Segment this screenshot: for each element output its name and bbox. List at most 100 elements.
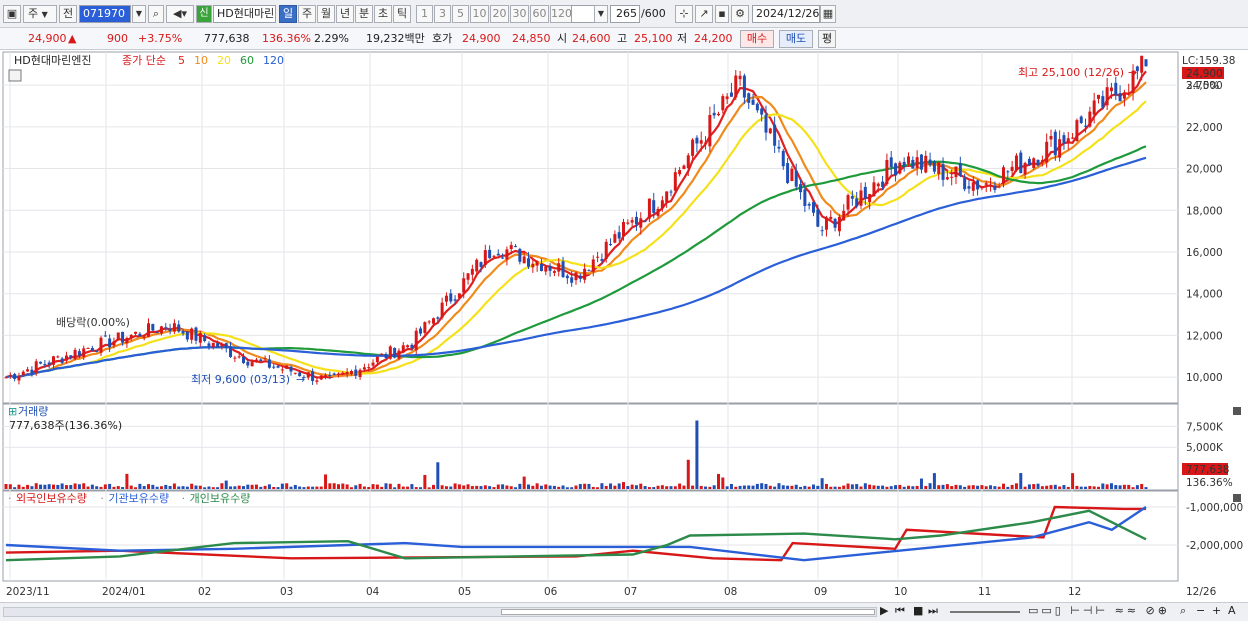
stock-title: HD현대마린엔진 (14, 54, 91, 67)
draw-tool-icon[interactable]: ↗ (695, 5, 713, 23)
candle-body (267, 359, 271, 368)
zoom-slider[interactable] (950, 611, 1020, 613)
scroll-first-icon[interactable]: ⏮ (895, 604, 905, 617)
volume-bar (1144, 487, 1148, 489)
chevron-down-icon[interactable]: ▼ (594, 5, 608, 23)
holding-lines (5, 505, 1147, 562)
stock-chart[interactable]: HD현대마린엔진 종가 단순 5 10 20 60 120 최고 25,100 (12/… (0, 50, 1248, 602)
period-tab[interactable]: 분 (355, 5, 373, 23)
count-input[interactable]: 265 (610, 5, 640, 23)
market-select[interactable]: 주 ▼ (23, 5, 57, 23)
volume-bar (263, 485, 267, 489)
crosshair-icon[interactable]: ⊹ (675, 5, 693, 23)
candle-body (963, 178, 967, 190)
interval-tab[interactable]: 10 (470, 5, 489, 23)
save-icon[interactable]: ▪ (715, 5, 729, 23)
search-icon[interactable]: ⌕ (148, 5, 164, 23)
close-panel-icon[interactable] (1233, 494, 1241, 502)
volume-bar (69, 485, 73, 489)
buy-button[interactable]: 매수 (740, 30, 774, 48)
candle-body (837, 216, 841, 232)
volume-bar (211, 487, 215, 489)
volume-bar (652, 487, 656, 489)
candle-body (220, 344, 224, 347)
flat-button[interactable]: 평 (818, 30, 836, 48)
candle-body (803, 189, 807, 206)
candle-body (1053, 131, 1057, 156)
interval-tab[interactable]: 5 (452, 5, 469, 23)
volume-bar (237, 485, 241, 489)
candle-body (99, 337, 103, 353)
interval-tab[interactable]: 60 (530, 5, 549, 23)
interval-tab[interactable]: 30 (510, 5, 529, 23)
volume-bar (894, 485, 898, 489)
scroll-last-icon[interactable]: ⏭ (928, 604, 938, 617)
volume-bar (462, 485, 466, 489)
table-toggle-icon[interactable] (8, 69, 22, 82)
volume-bar (812, 484, 815, 489)
candle-body (77, 351, 81, 356)
volume-bar (837, 486, 841, 489)
scroll-right-icon[interactable]: ▶ (880, 604, 889, 617)
volume-bar (470, 486, 474, 489)
stock-code-input[interactable]: 071970 (79, 5, 131, 23)
window-icon[interactable]: ▣ (3, 5, 21, 23)
interval-tab[interactable]: 1 (416, 5, 433, 23)
holdings-legend-item: 개인보유수량 (190, 492, 251, 505)
zoom-icon[interactable]: ⌕ (1180, 604, 1187, 617)
stock-name-field: HD현대마린 (213, 5, 276, 23)
volume-bar (151, 484, 155, 489)
volume-bar (660, 485, 664, 489)
candle-body (522, 256, 526, 264)
volume-bar (52, 484, 55, 489)
volume-bar (587, 483, 591, 489)
calendar-icon[interactable]: ▦ (820, 5, 836, 23)
date-input[interactable]: 2024/12/26 (752, 5, 820, 23)
ask-label: 호가 (432, 32, 453, 45)
speaker-icon[interactable]: ◀▾ (166, 5, 194, 23)
scrollbar-thumb[interactable] (501, 609, 875, 615)
zoom-out-icon[interactable]: − (1196, 604, 1206, 617)
candle-body (708, 114, 712, 147)
chevron-down-icon[interactable]: ▼ (132, 5, 146, 23)
gear-icon[interactable]: ⚙ (731, 5, 749, 23)
period-tab[interactable]: 월 (317, 5, 335, 23)
interval-tab[interactable]: 120 (550, 5, 572, 23)
candle-body (108, 338, 112, 348)
candle-body (1114, 82, 1118, 96)
period-tab[interactable]: 일 (279, 5, 297, 23)
view-tool-icons[interactable]: ▭▭▯ ⊢⊣⊢ ≈≈ ⊘⊕ (1028, 604, 1170, 617)
sell-button[interactable]: 매도 (779, 30, 813, 48)
horizontal-scrollbar[interactable] (3, 607, 877, 617)
volume-bar (1062, 485, 1066, 489)
period-tab[interactable]: 틱 (393, 5, 411, 23)
zoom-in-icon[interactable]: + (1212, 604, 1222, 617)
candle-body (311, 371, 315, 382)
change-percent: +3.75% (138, 32, 183, 45)
candle-body (492, 255, 496, 257)
x-axis-last-label: 12/26 (1186, 586, 1217, 598)
candle-body (116, 332, 120, 340)
volume-bar (34, 483, 38, 489)
candle-body (760, 108, 764, 115)
high-label: 고 (617, 32, 628, 45)
interval-tab[interactable]: 20 (490, 5, 509, 23)
period-tab[interactable]: 초 (374, 5, 392, 23)
volume-bar (380, 486, 384, 489)
candlesticks (4, 55, 1148, 385)
candle-body (850, 196, 854, 199)
candle-body (21, 371, 25, 376)
candle-body (457, 293, 461, 298)
stop-icon[interactable]: ■ (913, 604, 924, 617)
volume-bar (634, 485, 638, 489)
volume-bar (1109, 483, 1113, 489)
font-size-icon[interactable]: A (1228, 604, 1236, 617)
close-panel-icon[interactable] (1233, 407, 1241, 415)
prev-button[interactable]: 전 (59, 5, 77, 23)
volume-value: 777,638 (204, 32, 250, 45)
period-tab[interactable]: 주 (298, 5, 316, 23)
period-tab[interactable]: 년 (336, 5, 354, 23)
volume-bar (950, 486, 954, 489)
candle-body (427, 321, 431, 323)
interval-tab[interactable]: 3 (434, 5, 451, 23)
